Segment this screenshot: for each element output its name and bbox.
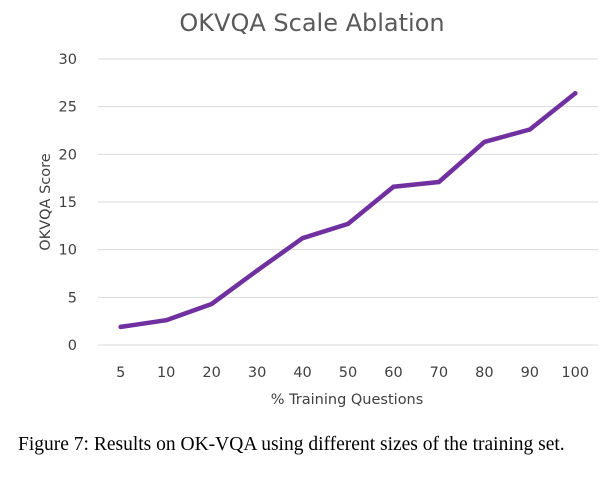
gridlines bbox=[98, 58, 598, 346]
y-tick-label: 10 bbox=[59, 243, 77, 259]
x-axis-ticks: 5 10 20 30 40 50 60 70 80 90 100 bbox=[116, 365, 589, 381]
x-tick-label: 80 bbox=[475, 365, 493, 381]
y-axis-title: OKVQA Score bbox=[38, 153, 54, 250]
x-axis-title: % Training Questions bbox=[271, 392, 424, 408]
y-tick-label: 5 bbox=[68, 290, 77, 306]
data-point bbox=[300, 236, 305, 241]
data-point bbox=[163, 318, 169, 323]
data-point bbox=[527, 127, 533, 132]
line-chart: OKVQA Scale Ablation 0 5 10 15 20 25 30 5 10 20 3… bbox=[38, 9, 598, 408]
x-tick-label: 100 bbox=[561, 365, 589, 381]
x-tick-label: 60 bbox=[384, 365, 402, 381]
y-tick-label: 0 bbox=[68, 338, 77, 354]
chart-title: OKVQA Scale Ablation bbox=[179, 9, 444, 37]
x-tick-label: 10 bbox=[157, 365, 175, 381]
x-tick-label: 70 bbox=[430, 365, 448, 381]
data-point bbox=[436, 179, 442, 185]
x-tick-label: 30 bbox=[248, 365, 266, 381]
x-tick-label: 90 bbox=[521, 365, 539, 381]
y-tick-label: 25 bbox=[59, 100, 77, 116]
data-point bbox=[391, 184, 396, 189]
series-line bbox=[118, 91, 578, 330]
y-tick-label: 15 bbox=[59, 195, 77, 211]
x-tick-label: 40 bbox=[293, 365, 311, 381]
x-tick-label: 20 bbox=[202, 365, 220, 381]
y-tick-label: 30 bbox=[59, 52, 77, 68]
data-point bbox=[345, 221, 351, 227]
data-point bbox=[254, 268, 260, 273]
x-tick-label: 50 bbox=[339, 365, 357, 381]
y-axis-ticks: 0 5 10 15 20 25 30 bbox=[59, 52, 77, 354]
y-tick-label: 20 bbox=[59, 147, 77, 163]
data-point bbox=[482, 139, 487, 145]
x-tick-label: 5 bbox=[116, 365, 125, 381]
data-point bbox=[573, 91, 578, 96]
data-point bbox=[118, 324, 123, 330]
figure-caption: Figure 7: Results on OK-VQA using differ… bbox=[18, 434, 565, 455]
series-layer bbox=[118, 91, 578, 330]
data-point bbox=[209, 301, 214, 307]
